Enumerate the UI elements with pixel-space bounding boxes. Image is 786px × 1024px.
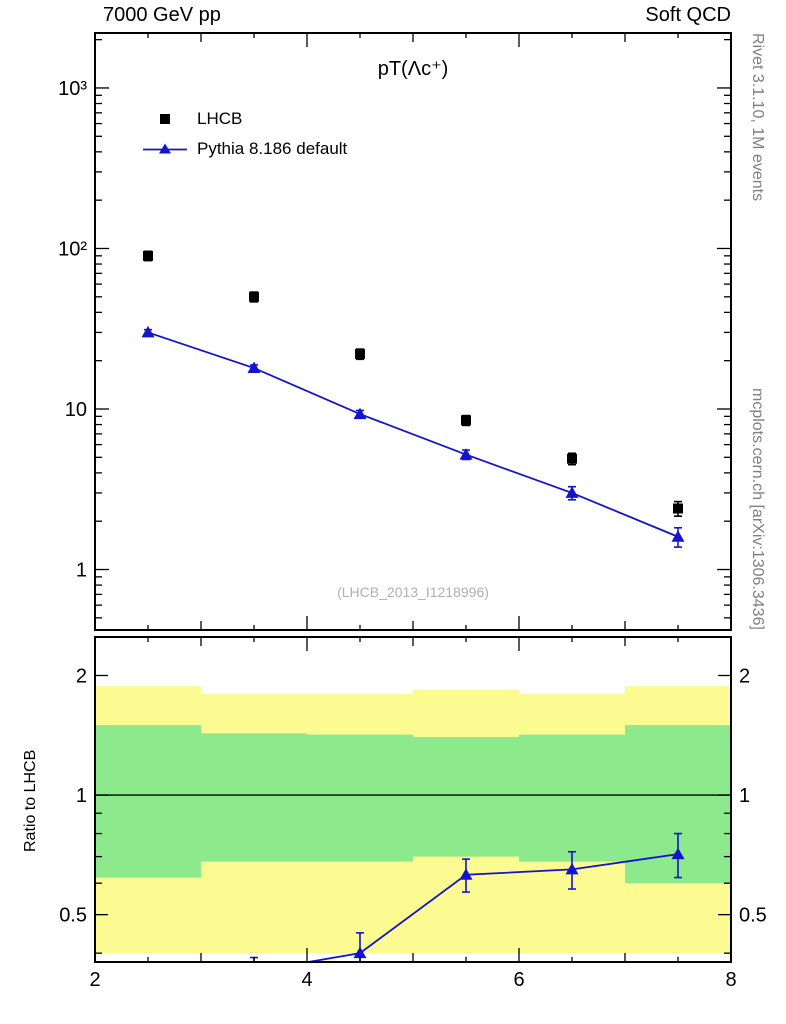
triangle-marker <box>353 407 367 420</box>
ratio-tick-label-left: 2 <box>76 665 87 687</box>
y-tick-label: 1 <box>76 560 87 582</box>
triangle-marker <box>248 965 261 977</box>
green-uncertainty-band <box>201 733 307 862</box>
ratio-series <box>142 832 685 992</box>
x-tick-label: 2 <box>89 969 100 991</box>
analysis-reference-label: (LHCB_2013_I1218996) <box>337 584 489 600</box>
legend-item-data: LHCB <box>142 104 347 134</box>
process-group-label: Soft QCD <box>645 4 731 26</box>
x-tick-label: 6 <box>513 969 524 991</box>
triangle-marker <box>565 862 579 875</box>
ratio-tick-label-right: 2 <box>739 665 750 687</box>
square-marker-icon <box>160 114 170 124</box>
y-tick-label: 10 <box>65 399 87 421</box>
square-marker <box>673 503 683 514</box>
y-tick-label: 10³ <box>58 78 87 100</box>
green-uncertainty-band <box>95 725 201 878</box>
series-line <box>147 331 679 538</box>
triangle-marker <box>142 980 155 992</box>
triangle-marker <box>671 530 685 542</box>
square-marker <box>249 291 259 302</box>
mcplots-arxiv-watermark: mcplots.cern.ch [arXiv:1306.3436] <box>749 388 766 630</box>
x-tick-label: 4 <box>301 969 312 991</box>
triangle-marker <box>459 868 473 880</box>
triangle-marker <box>247 361 261 374</box>
ratio-panel-frame <box>94 636 732 963</box>
ratio-tick-label-left: 1 <box>76 785 87 807</box>
square-marker <box>567 453 577 464</box>
y-tick-label: 10² <box>58 238 87 260</box>
green-uncertainty-band <box>307 734 413 862</box>
ratio-tick-label-right: 1 <box>739 785 750 807</box>
green-uncertainty-band <box>519 734 625 862</box>
square-marker <box>143 250 153 261</box>
triangle-line-marker-icon <box>143 143 187 154</box>
legend-marker-slot <box>142 114 188 124</box>
square-marker <box>355 349 365 360</box>
legend-marker-slot <box>142 142 188 156</box>
legend-label-mc: Pythia 8.186 default <box>197 139 348 158</box>
triangle-marker <box>671 847 685 860</box>
triangle-marker <box>565 486 579 498</box>
series-line <box>303 853 679 962</box>
triangle-marker <box>459 448 473 460</box>
legend-item-mc: Pythia 8.186 default <box>142 134 347 164</box>
square-marker <box>461 415 471 426</box>
observable-title: pT(Λc⁺) <box>377 58 449 80</box>
ratio-tick-label-left: 0.5 <box>59 905 87 927</box>
green-uncertainty-band <box>413 737 519 857</box>
rivet-version-watermark: Rivet 3.1.10, 1M events <box>749 33 766 202</box>
triangle-marker <box>353 946 367 959</box>
ratio-axis-title: Ratio to LHCB <box>22 749 39 852</box>
x-tick-label: 8 <box>725 969 736 991</box>
main-panel-frame <box>94 32 732 631</box>
legend: LHCB Pythia 8.186 default <box>142 104 347 164</box>
ratio-tick-label-right: 0.5 <box>739 905 767 927</box>
legend-label-data: LHCB <box>197 109 243 128</box>
main-series <box>141 250 685 548</box>
ratio-bands <box>95 686 731 954</box>
triangle-marker <box>141 325 155 338</box>
beam-energy-label: 7000 GeV pp <box>103 4 221 26</box>
